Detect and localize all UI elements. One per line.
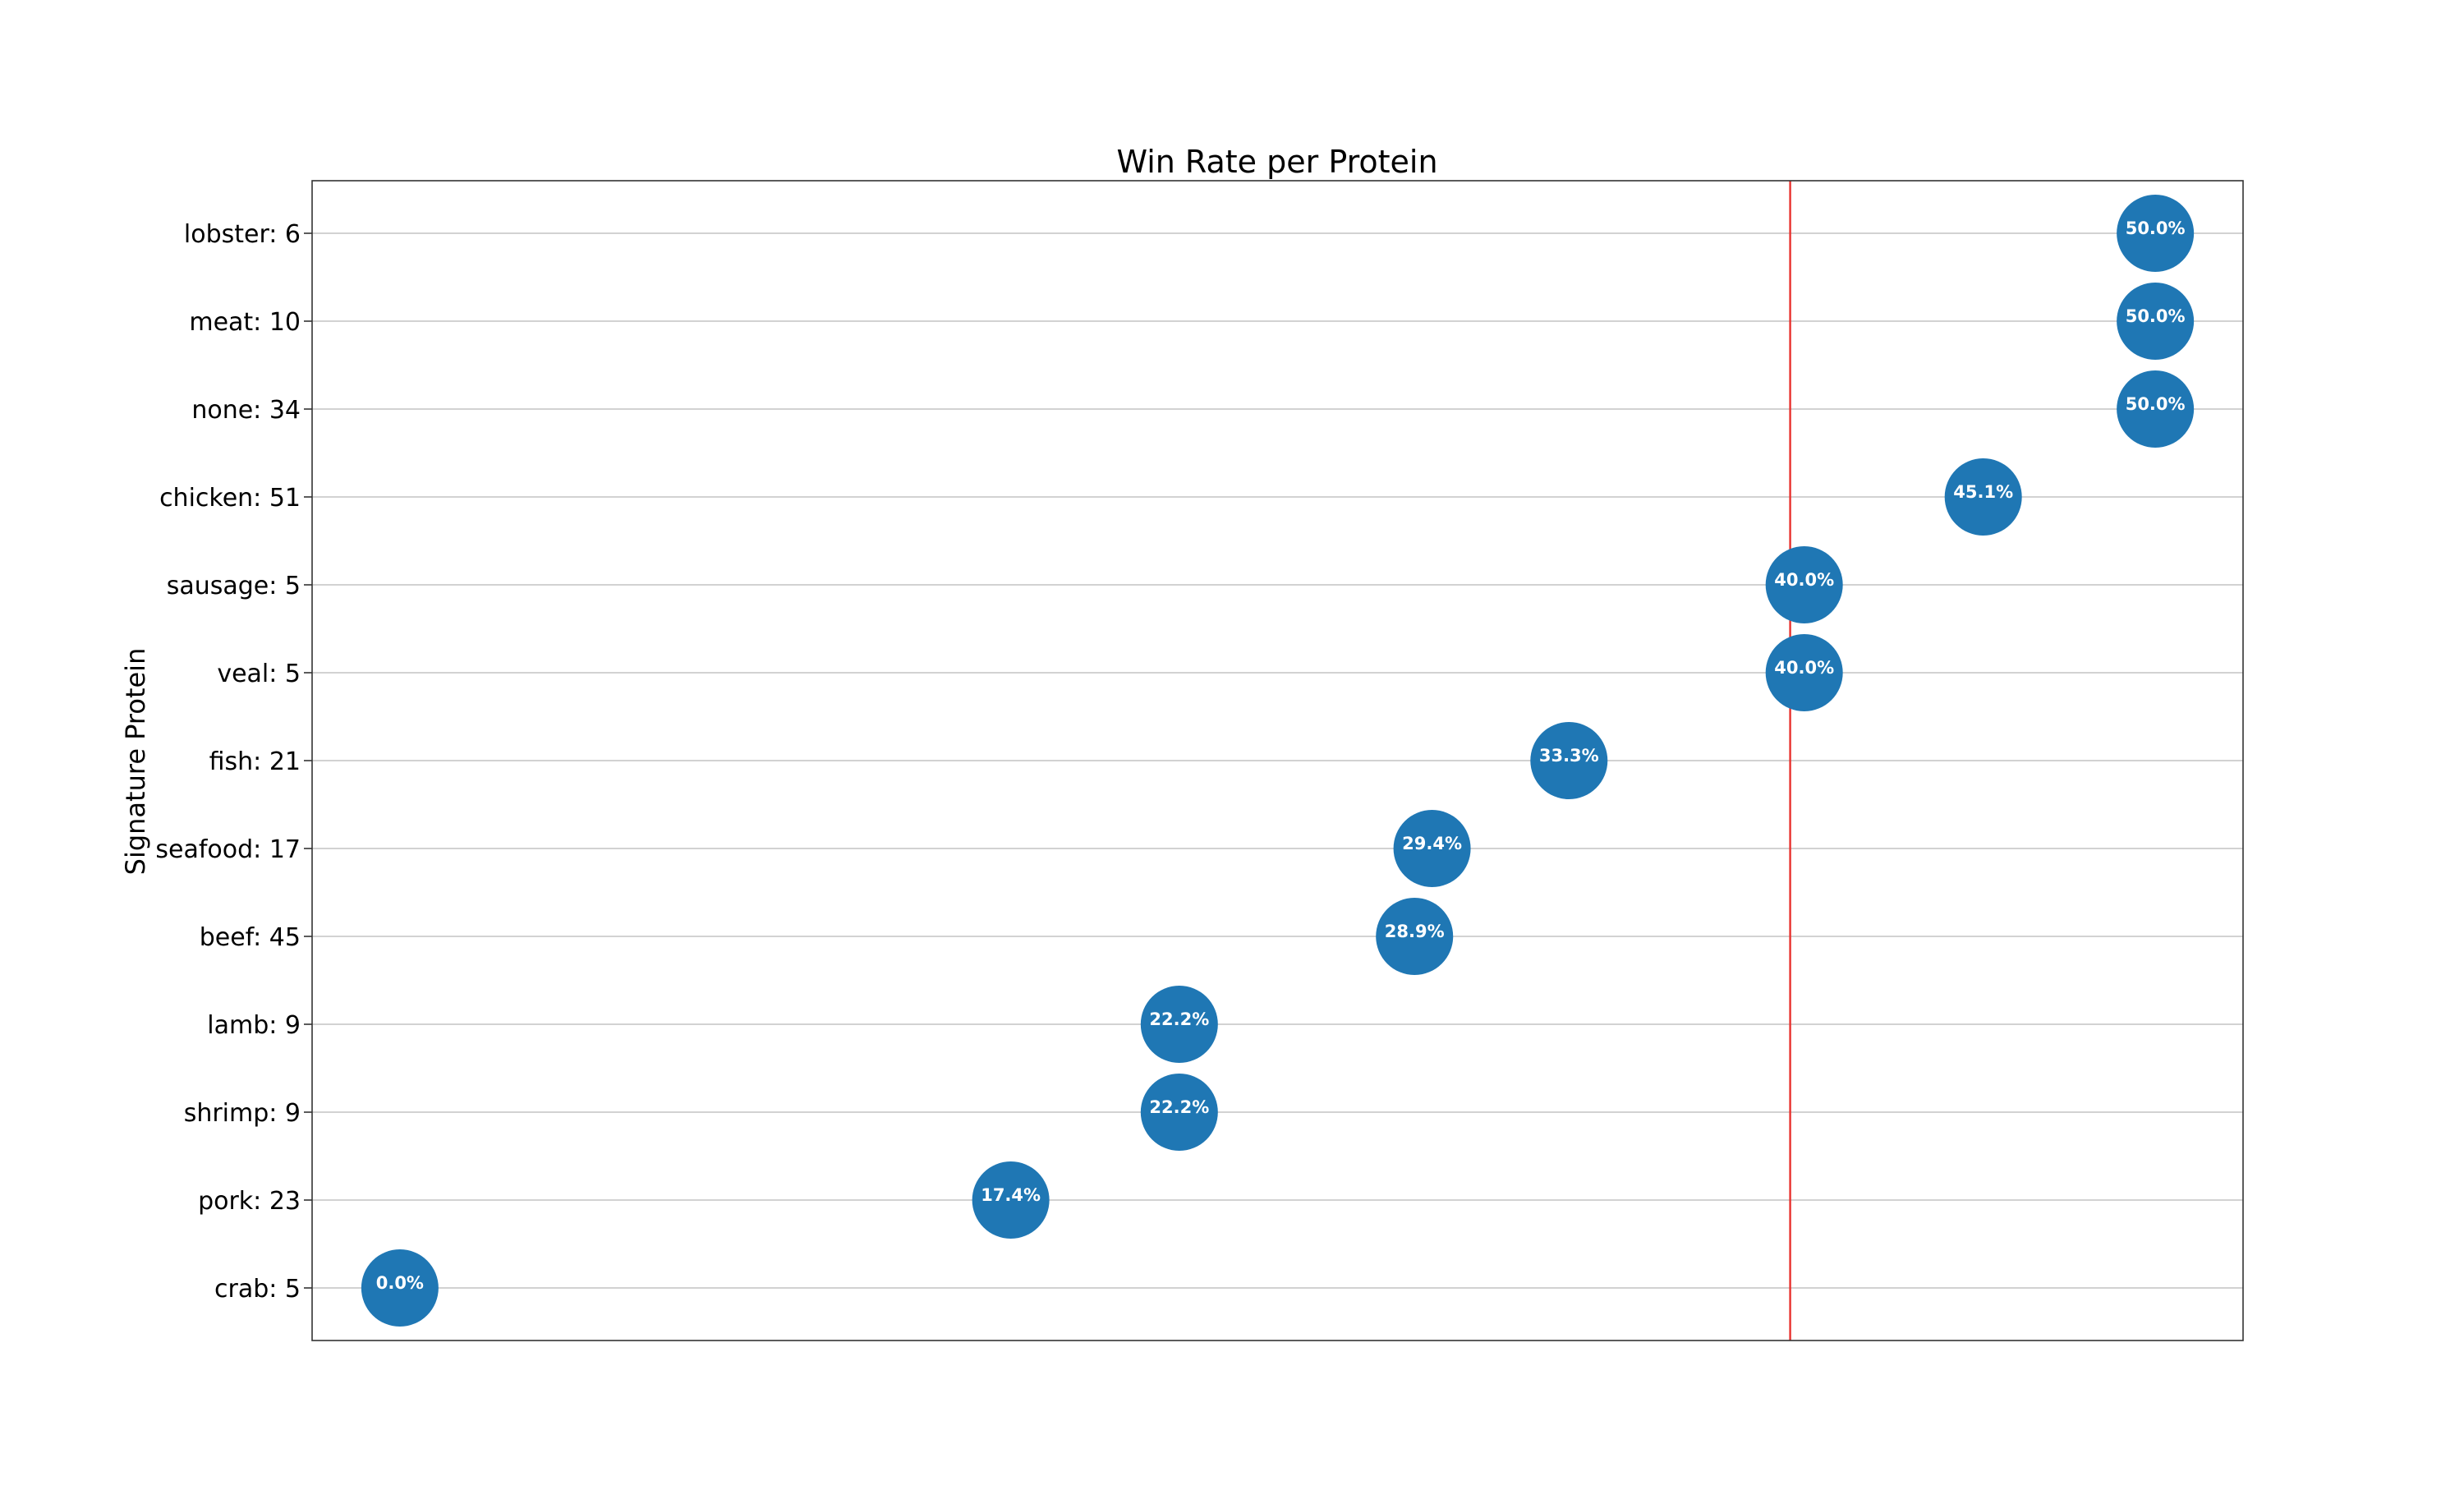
y-tick-label: none: 34 [191, 396, 301, 425]
data-label: 17.4% [981, 1185, 1041, 1205]
y-axis-label: Signature Protein [120, 648, 151, 876]
data-label: 29.4% [1402, 834, 1462, 853]
plot-frame [311, 180, 2244, 1341]
y-tick-label: veal: 5 [217, 660, 301, 688]
data-label: 40.0% [1774, 658, 1834, 678]
data-point [1376, 898, 1454, 975]
data-label: 22.2% [1149, 1009, 1209, 1029]
y-tick-labels: lobster: 6 meat: 10 none: 34 chicken: 51 sau… [155, 220, 312, 1304]
y-tick-label: lamb: 9 [207, 1011, 301, 1040]
data-label: 45.1% [1953, 482, 2013, 502]
y-tick-label: crab: 5 [214, 1275, 301, 1304]
data-label: 50.0% [2126, 394, 2186, 414]
y-tick-label: meat: 10 [189, 308, 301, 337]
y-tick-label: shrimp: 9 [184, 1099, 301, 1128]
grid-lines [312, 232, 2243, 1289]
y-tick-label: pork: 23 [198, 1187, 301, 1216]
data-label: 0.0% [376, 1273, 424, 1293]
data-point [1140, 986, 1218, 1063]
y-tick-label: beef: 45 [200, 923, 301, 952]
data-labels: 50.0% 50.0% 50.0% 45.1% 40.0% 40.0% 33.3% 29.4%… [376, 218, 2186, 1293]
y-tick-label: lobster: 6 [184, 220, 301, 249]
data-label: 50.0% [2126, 218, 2186, 238]
data-label: 22.2% [1149, 1097, 1209, 1117]
data-markers [361, 195, 2195, 1327]
data-point [2117, 283, 2195, 360]
data-point [2117, 370, 2195, 448]
data-label: 50.0% [2126, 306, 2186, 326]
data-point [2117, 195, 2195, 272]
chart-title: Win Rate per Protein [1116, 144, 1437, 180]
data-label: 28.9% [1385, 922, 1445, 941]
data-point [1765, 546, 1843, 623]
data-point [1393, 810, 1471, 887]
y-tick-label: seafood: 17 [155, 835, 301, 864]
data-point [972, 1161, 1050, 1239]
data-point [1944, 458, 2022, 536]
data-point [1530, 722, 1608, 799]
y-tick-label: fish: 21 [209, 747, 301, 776]
data-point [1140, 1074, 1218, 1151]
y-tick-label: sausage: 5 [167, 572, 301, 600]
data-point [361, 1249, 439, 1327]
data-label: 33.3% [1539, 746, 1599, 766]
data-label: 40.0% [1774, 570, 1834, 590]
y-tick-label: chicken: 51 [159, 484, 301, 513]
data-point [1765, 634, 1843, 711]
